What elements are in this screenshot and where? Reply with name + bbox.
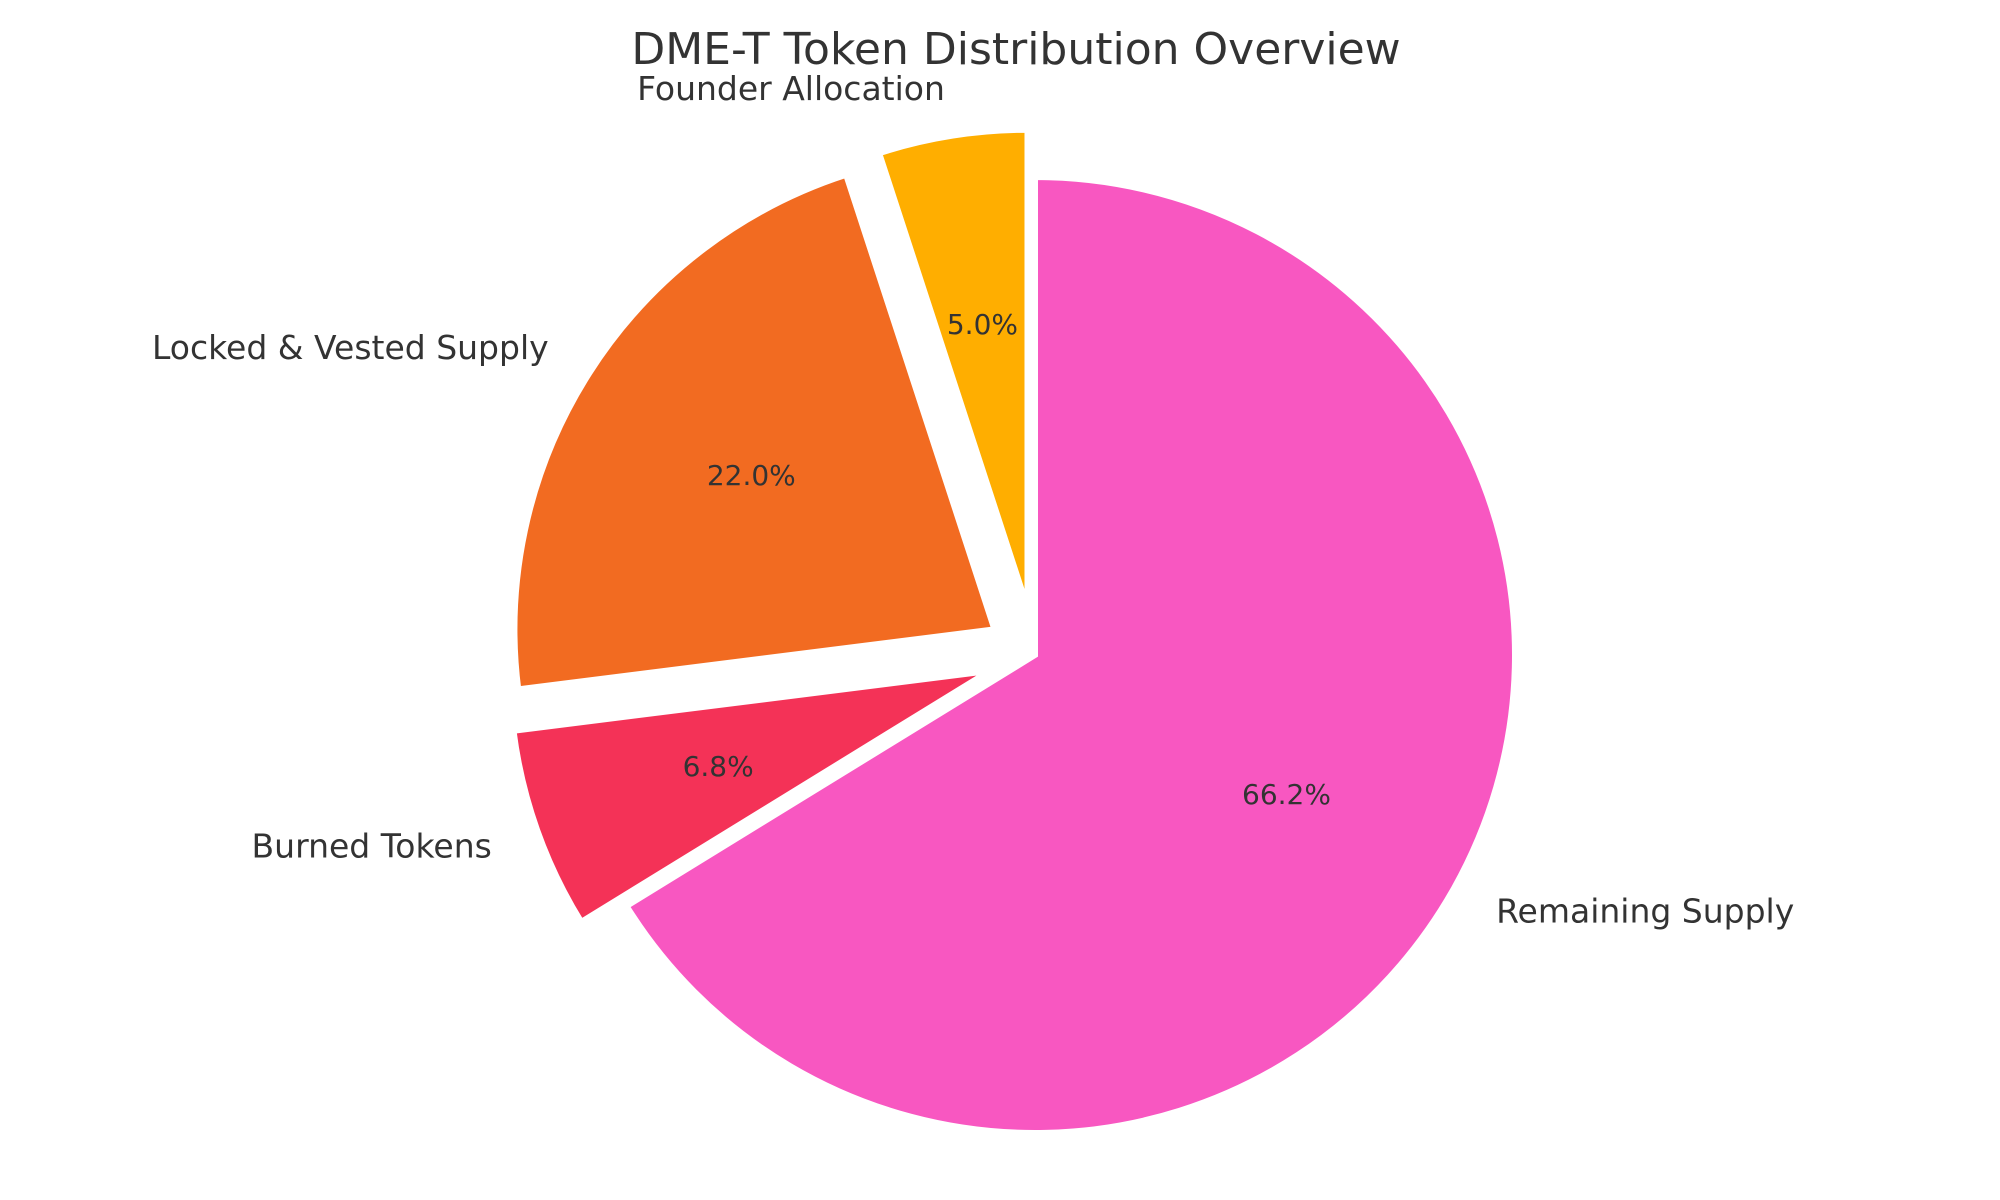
- pie-slice-label: Burned Tokens: [252, 826, 492, 865]
- pie-slice-locked-vested-supply: [511, 171, 999, 693]
- pie-labels: 66.2% Remaining Supply 6.8% Burned Tokens 22…: [152, 69, 1794, 931]
- pie-slice-burned-tokens: [510, 667, 992, 927]
- chart-title: DME-T Token Distribution Overview: [631, 24, 1400, 75]
- pie-slice-founder-allocation: [875, 126, 1031, 609]
- pie-slice-remaining-supply: [622, 173, 1518, 1136]
- pie-slice-label: Founder Allocation: [637, 69, 945, 108]
- pie-pct-label: 5.0%: [947, 308, 1018, 341]
- pie-slice-label: Locked & Vested Supply: [152, 328, 549, 367]
- pie-slice-label: Remaining Supply: [1496, 892, 1794, 931]
- pie-pct-label: 22.0%: [707, 459, 796, 492]
- pie-pct-label: 6.8%: [683, 750, 754, 783]
- pie-pct-label: 66.2%: [1242, 778, 1331, 811]
- pie-slices: [510, 126, 1518, 1136]
